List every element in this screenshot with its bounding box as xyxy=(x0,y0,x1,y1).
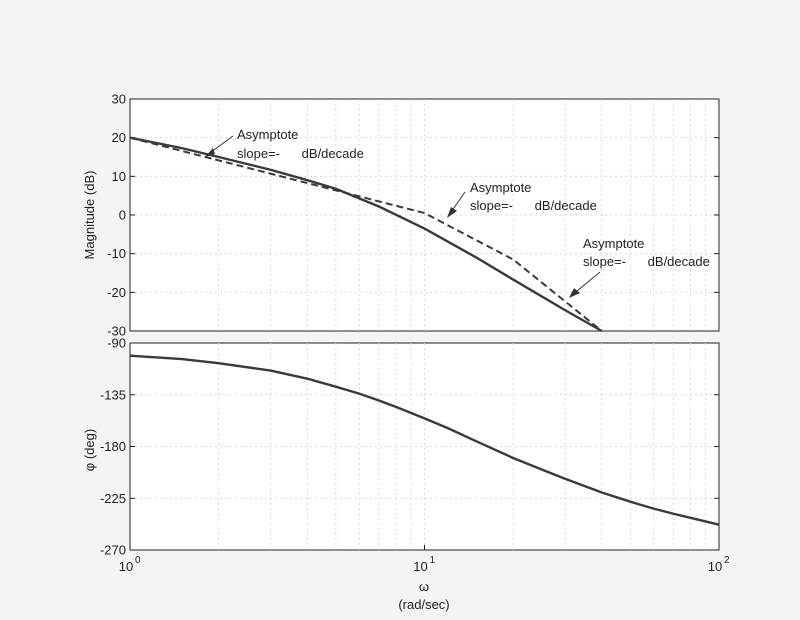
annotation-3-arrowhead xyxy=(569,288,580,298)
y-tick-label: -135 xyxy=(100,387,126,402)
y-tick-label: -90 xyxy=(107,336,126,351)
annotation-3-line2: slope=- dB/decade xyxy=(583,254,710,269)
response-curve-0-0 xyxy=(129,136,603,333)
annotation-1-arrowhead xyxy=(205,148,215,157)
y-tick-label: 10 xyxy=(112,169,126,184)
magnitude-panel: 30 20 10 0 -10 -20 -30 Magnitude (dB) Asymptot… xyxy=(82,92,720,339)
y-tick-label: -30 xyxy=(107,324,126,339)
x-tick-label: 10 xyxy=(413,559,427,574)
y-tick-label: -180 xyxy=(100,439,126,454)
phase-series xyxy=(129,354,720,526)
x-tick-label: 10 xyxy=(119,559,133,574)
y-tick-label: -270 xyxy=(100,543,126,558)
response-curve-1-0 xyxy=(129,354,720,526)
annotation-2-line1: Asymptote xyxy=(470,180,531,195)
annotation-1-line2: slope=- dB/decade xyxy=(237,146,364,161)
x-tick-exponent: 0 xyxy=(135,555,141,566)
phase-y-ticks: -90 -135 -180 -225 -270 xyxy=(100,336,719,558)
y-tick-label: -225 xyxy=(100,491,126,506)
x-axis-label-omega: ω xyxy=(419,579,429,594)
annotation-asymptote-2: Asymptote slope=- dB/decade xyxy=(447,180,597,218)
y-tick-label: -10 xyxy=(107,246,126,261)
annotation-asymptote-3: Asymptote slope=- dB/decade xyxy=(569,236,710,298)
x-axis-label-units: (rad/sec) xyxy=(398,597,449,612)
phase-panel: -90-135-180-225-270 φ (deg) 10 0 10 1 10 2 ω … xyxy=(82,336,730,613)
x-tick-exponent: 2 xyxy=(724,555,730,566)
phase-y-axis-label: φ (deg) xyxy=(82,429,97,471)
y-tick-label: 30 xyxy=(112,92,126,107)
x-tick-label: 10 xyxy=(708,559,722,574)
magnitude-y-ticks: 30 20 10 0 -10 -20 -30 xyxy=(107,92,719,339)
annotation-2-line2: slope=- dB/decade xyxy=(470,198,597,213)
y-tick-label: -20 xyxy=(107,285,126,300)
x-axis-ticks: 10 0 10 1 10 2 xyxy=(119,545,730,574)
magnitude-series xyxy=(129,136,603,333)
magnitude-grid xyxy=(130,99,719,331)
y-tick-label: 20 xyxy=(112,130,126,145)
y-tick-label: 0 xyxy=(119,208,126,223)
asymptote-line-0-1 xyxy=(129,136,603,332)
annotation-1-line1: Asymptote xyxy=(237,127,298,142)
annotation-2-arrowhead xyxy=(447,207,457,218)
annotation-asymptote-1: Asymptote slope=- dB/decade xyxy=(205,127,364,161)
magnitude-y-axis-label: Magnitude (dB) xyxy=(82,171,97,260)
x-tick-exponent: 1 xyxy=(430,555,436,566)
annotation-3-line1: Asymptote xyxy=(583,236,644,251)
